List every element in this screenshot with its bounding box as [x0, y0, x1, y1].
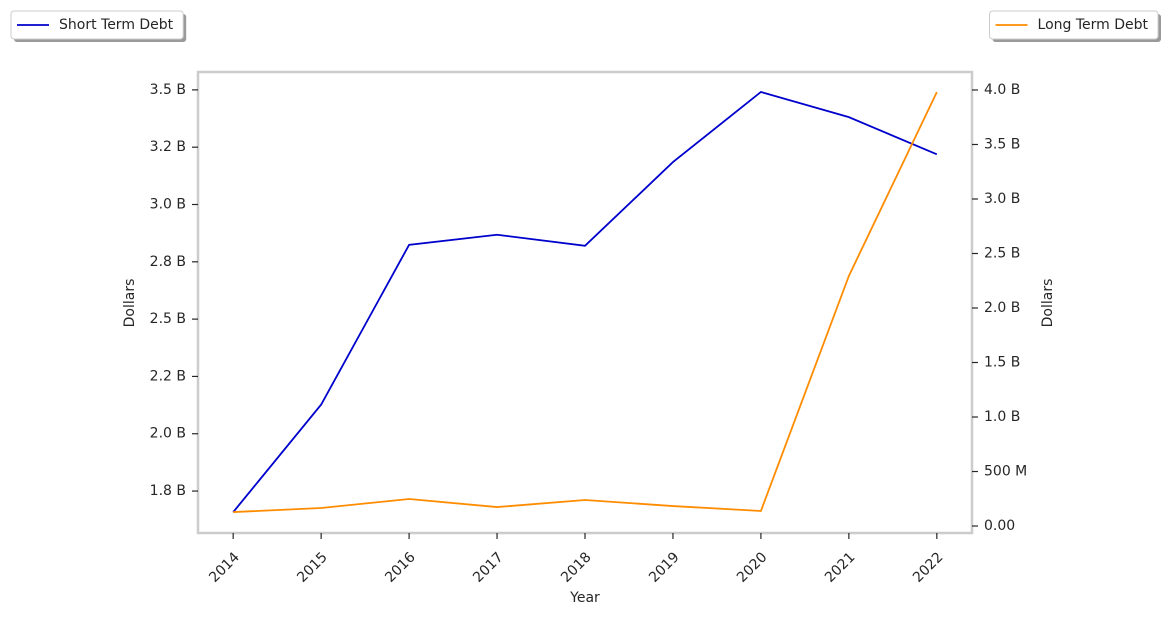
- y2-tick-label: 1.0 B: [984, 409, 1020, 425]
- y-tick-label: 3.2 B: [150, 139, 186, 155]
- y-tick-label: 2.8 B: [150, 254, 186, 270]
- y-tick-label: 2.0 B: [150, 426, 186, 442]
- y2-tick-label: 2.0 B: [984, 300, 1020, 316]
- legend-box: [989, 10, 1159, 40]
- x-tick-label: 2019: [646, 549, 683, 586]
- legend-box: [10, 10, 184, 40]
- y2-tick-label: 3.0 B: [984, 191, 1020, 207]
- y2-tick-label: 0.00: [984, 518, 1015, 534]
- legend-label: Short Term Debt: [59, 17, 174, 33]
- x-tick-label: 2022: [910, 549, 947, 586]
- x-tick-label: 2020: [734, 549, 771, 586]
- x-tick-label: 2021: [822, 549, 859, 586]
- y-axis-label: Dollars: [122, 279, 138, 328]
- legend: Long Term Debt: [989, 10, 1161, 42]
- x-tick-label: 2016: [382, 549, 419, 586]
- y-tick-label: 2.5 B: [150, 311, 186, 327]
- line-series: [232, 90, 938, 513]
- x-tick-label: 2018: [558, 549, 595, 586]
- y2-axis-label: Dollars: [1040, 279, 1056, 328]
- y-tick-label: 1.8 B: [150, 483, 186, 499]
- y2-tick-label: 4.0 B: [984, 82, 1020, 98]
- y2-tick-label: 500 M: [984, 464, 1027, 480]
- y-tick-label: 3.0 B: [150, 197, 186, 213]
- x-tick-label: 2014: [206, 549, 243, 586]
- legend-label: Long Term Debt: [1038, 17, 1149, 33]
- legend: Short Term Debt: [10, 10, 187, 42]
- y2-tick-label: 3.5 B: [984, 136, 1020, 152]
- y2-tick-label: 1.5 B: [984, 355, 1020, 371]
- line-series: [233, 91, 938, 513]
- y-tick-label: 2.2 B: [150, 368, 186, 384]
- x-tick-label: 2015: [294, 549, 331, 586]
- y-tick-label: 3.5 B: [150, 82, 186, 98]
- y2-tick-label: 2.5 B: [984, 246, 1020, 262]
- x-tick-label: 2017: [470, 549, 507, 586]
- plot-frame: [196, 70, 974, 535]
- x-axis-label: Year: [569, 590, 600, 606]
